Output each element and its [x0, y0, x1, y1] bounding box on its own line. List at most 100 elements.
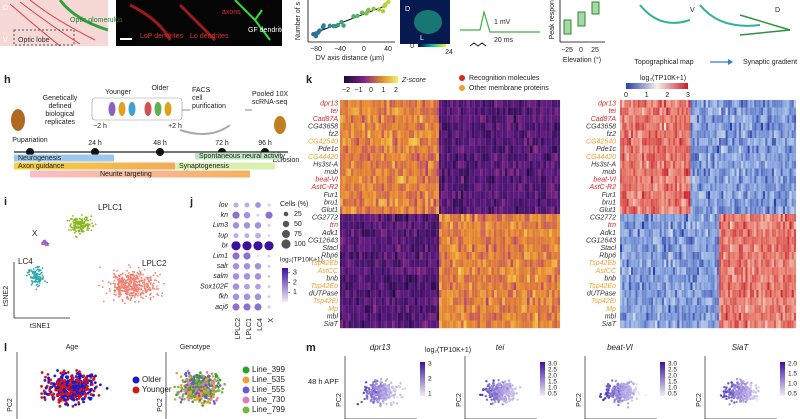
heat-cell: [776, 160, 779, 169]
heat-cell: [359, 198, 363, 207]
dot: [243, 303, 251, 311]
heat-cell: [375, 206, 379, 215]
heat-cell: [677, 259, 680, 268]
heat-cell: [708, 267, 711, 275]
heat-cell: [362, 282, 365, 291]
cell-dot: [135, 293, 138, 296]
heat-cell: [646, 274, 649, 283]
gene-label: Fur1: [324, 192, 339, 199]
heat-cell: [730, 214, 733, 222]
heat-cell: [639, 274, 643, 283]
heat-cell: [436, 267, 440, 275]
heat-cell: [455, 122, 459, 131]
heat-cell: [736, 153, 739, 161]
heat-cell: [670, 267, 673, 275]
heat-cell: [732, 191, 735, 199]
heat-cell: [644, 153, 647, 161]
heat-cell: [510, 122, 514, 131]
cell-dot: [131, 270, 134, 273]
heat-cell: [406, 244, 409, 253]
cell-dot: [85, 216, 87, 218]
heat-cell: [540, 206, 544, 215]
heat-cell: [620, 138, 623, 146]
heat-cell: [389, 183, 393, 192]
heat-cell: [359, 267, 363, 275]
heat-cell: [450, 198, 453, 207]
heat-cell: [657, 176, 660, 184]
heat-cell: [455, 115, 459, 123]
heat-cell: [705, 236, 709, 245]
heat-cell: [510, 138, 514, 146]
heat-cell: [725, 168, 728, 177]
heat-cell: [743, 282, 746, 291]
tick-label: 2: [394, 87, 398, 94]
heat-cell: [712, 138, 715, 146]
heat-cell: [675, 198, 678, 207]
gene-label: Tsp42Eb: [589, 260, 616, 267]
heat-cell: [749, 252, 753, 260]
heat-cell: [494, 145, 497, 154]
heat-cell: [477, 138, 481, 146]
heat-cell: [664, 259, 667, 268]
heat-cell: [771, 107, 775, 116]
heat-cell: [370, 274, 374, 283]
heat-cell: [551, 168, 555, 177]
heat-cell: [675, 130, 678, 139]
heat-cell: [362, 138, 365, 146]
heat-cell: [681, 168, 684, 177]
cell-dot: [125, 279, 128, 282]
heat-cell: [681, 274, 684, 283]
heat-cell: [692, 160, 695, 169]
dot: [255, 232, 261, 239]
heat-cell: [699, 282, 702, 291]
heat-cell: [749, 107, 753, 116]
heat-cell: [362, 191, 365, 199]
heat-cell: [444, 282, 448, 291]
heat-cell: [756, 107, 759, 116]
heat-cell: [712, 145, 715, 154]
heat-cell: [681, 138, 684, 146]
heat-cell: [672, 168, 676, 177]
heat-cell: [743, 107, 746, 116]
heat-cell: [631, 130, 634, 139]
heat-cell: [765, 259, 768, 268]
heat-cell: [373, 107, 376, 116]
heat-cell: [776, 274, 779, 283]
heat-cell: [745, 130, 748, 139]
heat-cell: [710, 274, 713, 283]
cell-dot: [30, 284, 33, 286]
heat-cell: [485, 168, 489, 177]
heat-cell: [793, 115, 797, 123]
heat-cell: [743, 115, 746, 123]
heat-cell: [356, 183, 360, 192]
heat-cell: [787, 183, 790, 192]
cell-dot: [87, 225, 90, 227]
heat-cell: [787, 100, 790, 108]
heat-cell: [353, 221, 357, 230]
heat-cell: [767, 160, 770, 169]
cell-dot: [129, 273, 132, 276]
heat-cell: [400, 198, 404, 207]
heat-cell: [474, 153, 478, 161]
heat-cell: [419, 267, 423, 275]
heat-cell: [499, 160, 503, 169]
cell-dot: [80, 225, 83, 228]
heat-cell: [666, 153, 669, 161]
heat-cell: [763, 138, 766, 146]
heat-cell: [692, 274, 695, 283]
heat-cell: [655, 214, 658, 222]
heat-cell: [653, 252, 656, 260]
heat-cell: [551, 244, 555, 253]
heat-cell: [633, 191, 636, 199]
dot: [267, 223, 271, 227]
heat-cell: [411, 138, 415, 146]
heat-cell: [430, 115, 434, 123]
heat-cell: [392, 138, 396, 146]
heat-cell: [778, 267, 781, 275]
heat-cell: [771, 115, 775, 123]
heat-cell: [681, 267, 684, 275]
heat-cell: [626, 267, 629, 275]
heat-cell: [496, 214, 500, 222]
heat-cell: [375, 282, 379, 291]
heat-cell: [661, 282, 665, 291]
